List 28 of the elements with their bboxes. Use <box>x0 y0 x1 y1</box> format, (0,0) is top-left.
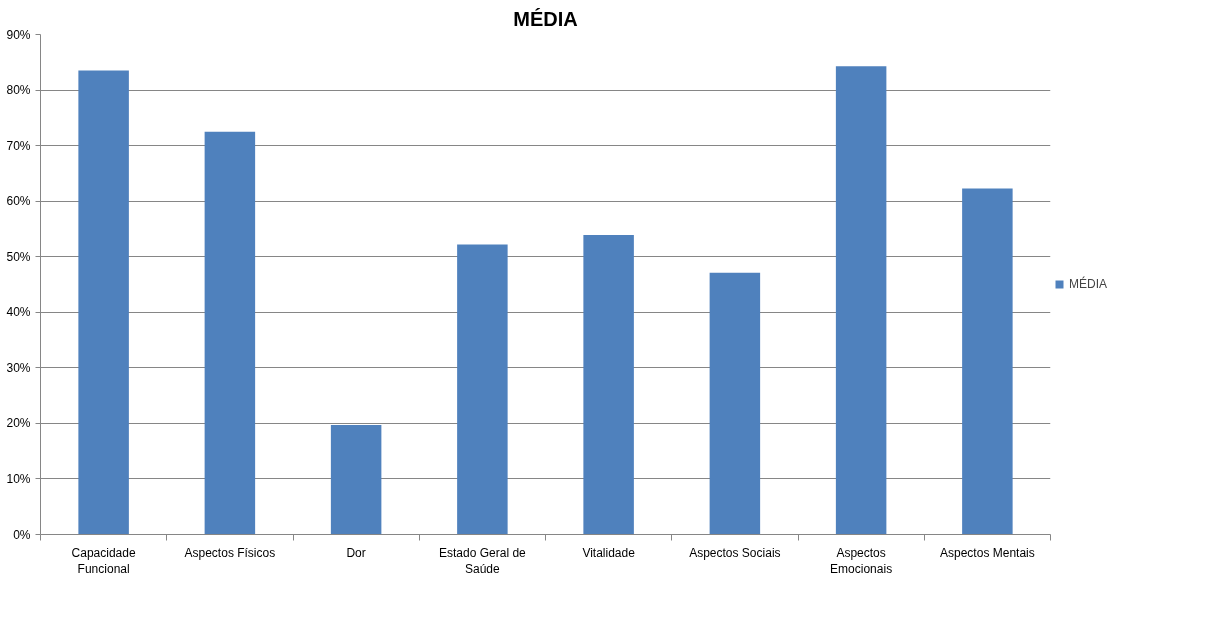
y-tick-label: 80% <box>6 83 31 98</box>
y-tick-label: 0% <box>13 527 31 542</box>
y-tick-label: 90% <box>6 27 31 42</box>
x-tick-label: Capacidade Funcional <box>71 545 136 577</box>
y-tick-label: 20% <box>6 416 31 431</box>
y-tick-label: 10% <box>6 471 31 486</box>
bar <box>457 244 508 535</box>
bar <box>962 188 1013 535</box>
bar <box>204 131 256 535</box>
bar <box>709 272 761 535</box>
bar <box>330 425 382 535</box>
x-tick-label: Aspectos Mentais <box>940 545 1035 560</box>
legend-label: MÉDIA <box>1069 277 1108 291</box>
x-tick-label: Aspectos Sociais <box>689 545 781 560</box>
x-tick-label: Vitalidade <box>582 545 636 560</box>
y-tick-label: 60% <box>6 194 31 209</box>
y-tick-label: 50% <box>6 249 31 264</box>
x-tick-label: Dor <box>346 545 366 560</box>
y-tick-label: 70% <box>6 138 31 153</box>
x-tick-label: Aspectos Físicos <box>184 545 276 560</box>
x-tick-label: Aspectos Emocionais <box>830 545 893 577</box>
bar <box>835 66 887 535</box>
chart-title: MÉDIA <box>513 7 578 30</box>
y-tick-label: 40% <box>6 305 31 320</box>
y-tick-label: 30% <box>6 360 31 375</box>
bar <box>78 70 129 535</box>
bar <box>583 235 634 535</box>
x-tick-label: Estado Geral de Saúde <box>439 545 527 577</box>
